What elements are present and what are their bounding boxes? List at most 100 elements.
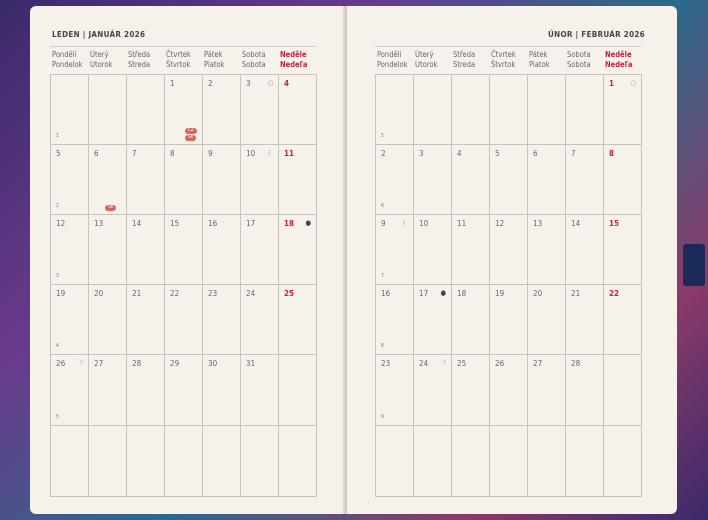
- day-cell[interactable]: 20: [527, 284, 565, 354]
- day-cell[interactable]: [126, 74, 164, 144]
- day-cell[interactable]: [88, 74, 126, 144]
- day-number: 14: [132, 219, 142, 228]
- day-cell[interactable]: 11: [451, 214, 489, 284]
- day-cell[interactable]: 24: [240, 284, 278, 354]
- day-cell[interactable]: 15: [164, 214, 202, 284]
- day-cell[interactable]: 17 ●: [413, 284, 451, 354]
- day-cell[interactable]: [240, 425, 278, 497]
- day-cell[interactable]: 9: [202, 144, 240, 214]
- day-cell[interactable]: [202, 425, 240, 497]
- day-cell[interactable]: [527, 74, 565, 144]
- day-cell[interactable]: [451, 74, 489, 144]
- day-cell[interactable]: 27: [88, 354, 126, 425]
- day-cell[interactable]: 25: [278, 284, 317, 354]
- full-moon-icon: ○: [630, 79, 637, 87]
- day-cell[interactable]: [413, 74, 451, 144]
- day-number: 11: [284, 149, 295, 158]
- day-cell[interactable]: 1 ○: [603, 74, 642, 144]
- day-cell[interactable]: 8: [164, 144, 202, 214]
- day-cell[interactable]: 13: [88, 214, 126, 284]
- day-cell[interactable]: 9 ☾ 7: [375, 214, 413, 284]
- day-cell[interactable]: 28: [126, 354, 164, 425]
- day-cell[interactable]: [489, 74, 527, 144]
- weekday-label: Utorok: [415, 60, 438, 69]
- day-cell[interactable]: 3: [413, 144, 451, 214]
- day-cell[interactable]: [603, 425, 642, 497]
- day-cell[interactable]: 7: [126, 144, 164, 214]
- day-cell[interactable]: [50, 425, 88, 497]
- day-cell[interactable]: 10 ☾: [240, 144, 278, 214]
- day-cell[interactable]: 20: [88, 284, 126, 354]
- day-cell[interactable]: [565, 74, 603, 144]
- weekday-label: Sobota: [567, 50, 591, 59]
- day-cell[interactable]: [489, 425, 527, 497]
- day-cell[interactable]: [278, 425, 317, 497]
- day-cell[interactable]: 24 ☽: [413, 354, 451, 425]
- day-cell[interactable]: 4: [278, 74, 317, 144]
- day-cell[interactable]: [603, 354, 642, 425]
- day-cell[interactable]: [527, 425, 565, 497]
- day-cell[interactable]: [565, 425, 603, 497]
- day-cell[interactable]: 14: [565, 214, 603, 284]
- weekday-label: Sobota: [567, 60, 591, 69]
- day-cell[interactable]: 25: [451, 354, 489, 425]
- day-cell[interactable]: 8: [603, 144, 642, 214]
- day-cell[interactable]: [451, 425, 489, 497]
- weekday-header: Pondělí Pondelok: [52, 50, 83, 70]
- day-cell[interactable]: 22: [164, 284, 202, 354]
- day-number: 28: [132, 359, 142, 368]
- day-cell[interactable]: [278, 354, 317, 425]
- day-cell[interactable]: 31: [240, 354, 278, 425]
- day-cell[interactable]: 12: [489, 214, 527, 284]
- day-cell[interactable]: 19: [489, 284, 527, 354]
- day-cell[interactable]: 13: [527, 214, 565, 284]
- day-cell[interactable]: 7: [565, 144, 603, 214]
- day-cell[interactable]: 26: [489, 354, 527, 425]
- day-cell[interactable]: 1: [50, 74, 88, 144]
- day-cell[interactable]: 1 CZ SK: [164, 74, 202, 144]
- day-cell[interactable]: [413, 425, 451, 497]
- day-cell[interactable]: 2: [202, 74, 240, 144]
- day-cell[interactable]: 15: [603, 214, 642, 284]
- day-cell[interactable]: 16: [202, 214, 240, 284]
- day-cell[interactable]: 5: [375, 74, 413, 144]
- day-cell[interactable]: 6: [527, 144, 565, 214]
- weekday-label: Pondělí: [52, 50, 77, 59]
- day-cell[interactable]: [126, 425, 164, 497]
- bookmark-ribbon[interactable]: [683, 244, 705, 286]
- day-cell[interactable]: 10: [413, 214, 451, 284]
- day-cell[interactable]: 29: [164, 354, 202, 425]
- day-cell[interactable]: 21: [565, 284, 603, 354]
- day-cell[interactable]: 6 SK: [88, 144, 126, 214]
- day-cell[interactable]: 18: [451, 284, 489, 354]
- day-cell[interactable]: 5: [489, 144, 527, 214]
- day-cell[interactable]: 28: [565, 354, 603, 425]
- day-number: 2: [208, 79, 213, 88]
- day-cell[interactable]: 12 3: [50, 214, 88, 284]
- day-cell[interactable]: 23: [202, 284, 240, 354]
- day-cell[interactable]: 26 ☽ 5: [50, 354, 88, 425]
- day-cell[interactable]: 16 8: [375, 284, 413, 354]
- day-cell[interactable]: [88, 425, 126, 497]
- day-cell[interactable]: 4: [451, 144, 489, 214]
- day-cell[interactable]: 27: [527, 354, 565, 425]
- weekday-label: Utorok: [90, 60, 113, 69]
- day-cell[interactable]: 22: [603, 284, 642, 354]
- day-cell[interactable]: 14: [126, 214, 164, 284]
- day-cell[interactable]: 23 9: [375, 354, 413, 425]
- day-cell[interactable]: [164, 425, 202, 497]
- week-number: 7: [381, 273, 384, 279]
- weekday-label: Piatok: [529, 60, 550, 69]
- day-cell[interactable]: 3 ○: [240, 74, 278, 144]
- day-cell[interactable]: 30: [202, 354, 240, 425]
- day-cell[interactable]: 11: [278, 144, 317, 214]
- weekday-header: Čtvrtek Štvrtok: [491, 50, 516, 70]
- day-cell[interactable]: 19 4: [50, 284, 88, 354]
- day-cell[interactable]: [375, 425, 413, 497]
- day-cell[interactable]: 17: [240, 214, 278, 284]
- weekday-label: Středa: [453, 50, 476, 59]
- day-cell[interactable]: 21: [126, 284, 164, 354]
- day-cell[interactable]: 18 ●: [278, 214, 317, 284]
